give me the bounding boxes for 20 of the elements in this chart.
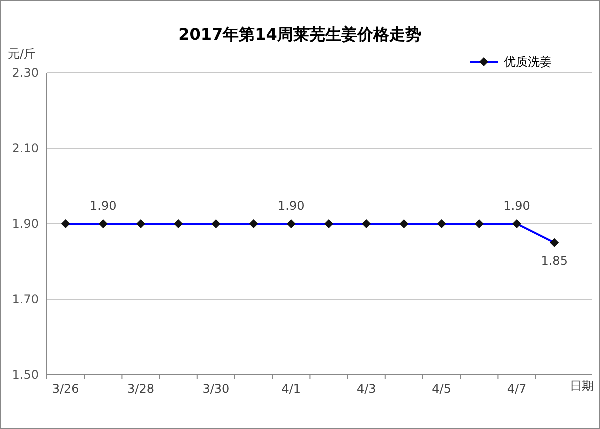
data-label: 1.85 — [541, 254, 568, 268]
legend-label: 优质洗姜 — [504, 55, 552, 69]
y-tick-label: 1.70 — [12, 292, 39, 306]
x-tick-label: 3/26 — [52, 382, 80, 396]
x-tick-label: 4/3 — [356, 382, 376, 396]
x-tick-label: 4/7 — [507, 382, 527, 396]
x-tick-label: 3/30 — [202, 382, 230, 396]
y-tick-label: 1.90 — [12, 217, 39, 231]
y-tick-label: 2.10 — [12, 142, 39, 156]
x-tick-label: 3/28 — [128, 382, 154, 396]
data-label: 1.90 — [278, 199, 305, 213]
y-tick-label: 2.30 — [12, 66, 39, 80]
data-label: 1.90 — [90, 199, 117, 213]
x-tick-label: 4/1 — [282, 382, 302, 396]
y-tick-label: 1.50 — [12, 368, 39, 382]
data-label: 1.90 — [504, 199, 530, 213]
chart-title: 2017年第14周莱芜生姜价格走势 — [178, 25, 422, 44]
x-axis-title: 日期 — [570, 379, 594, 393]
x-tick-label: 4/5 — [432, 382, 452, 396]
y-axis-title: 元/斤 — [8, 47, 36, 61]
